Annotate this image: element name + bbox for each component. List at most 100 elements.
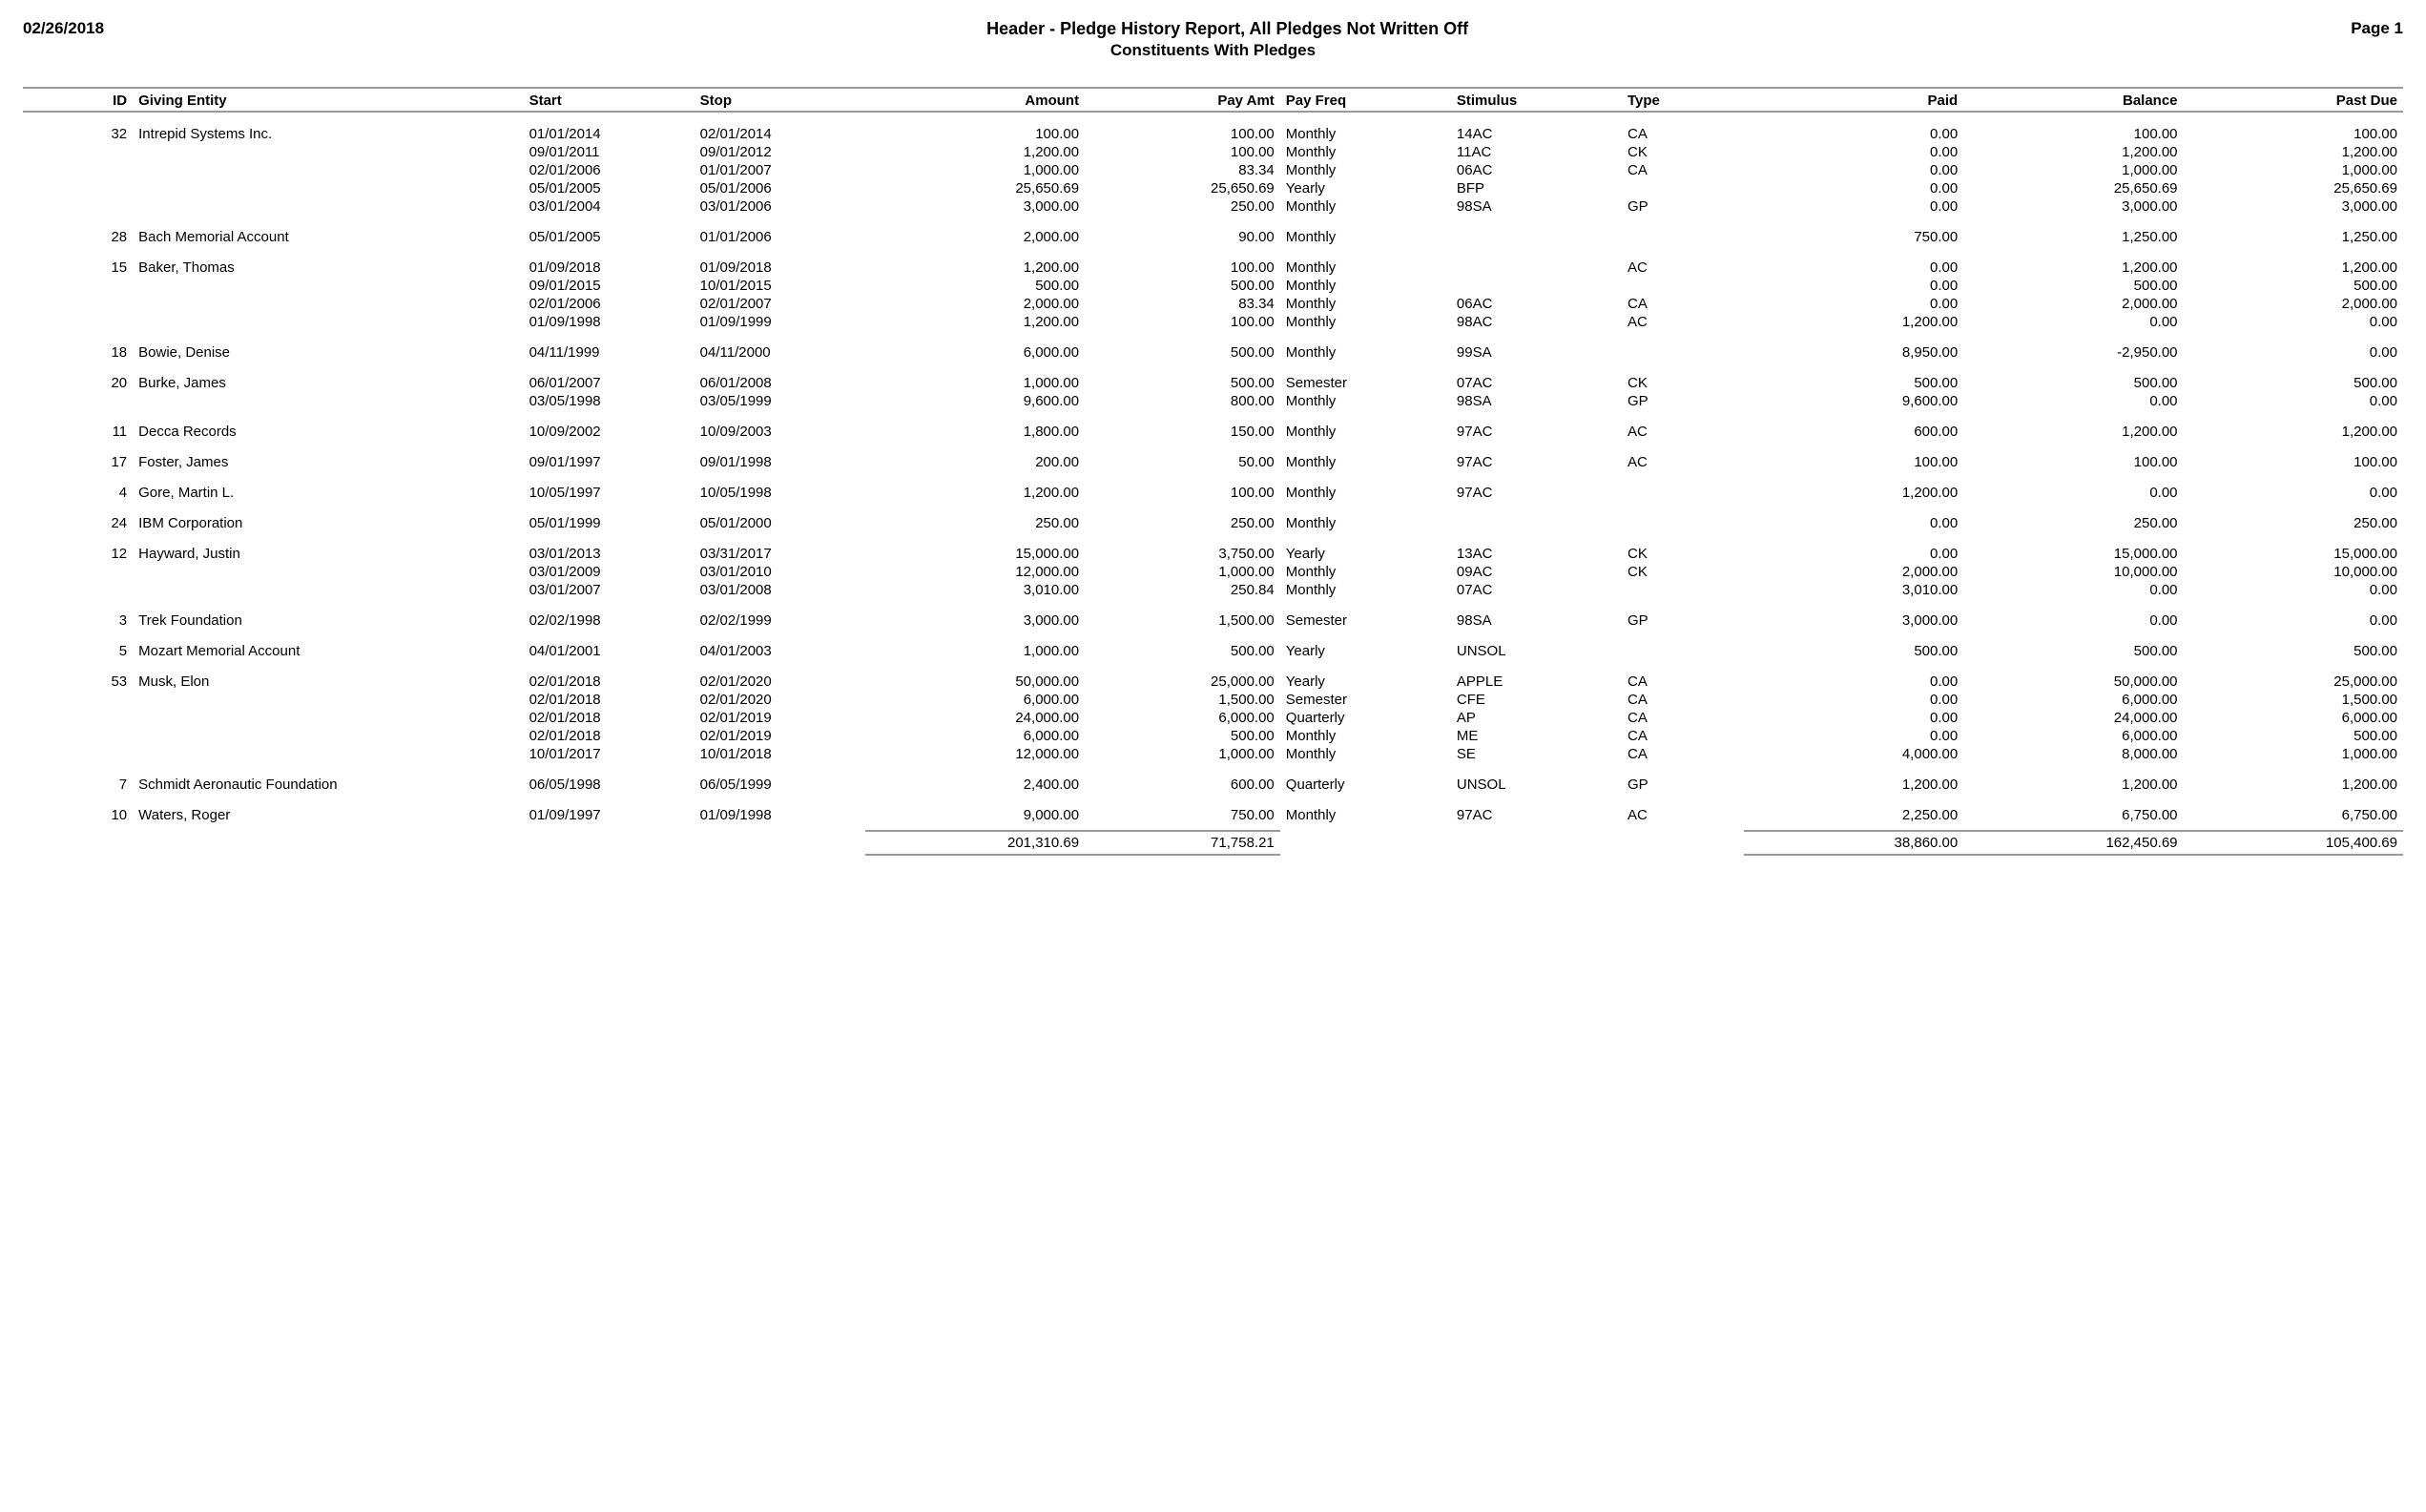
cell-past-due: 1,200.00 <box>2184 410 2403 441</box>
cell-past-due: 6,000.00 <box>2184 709 2403 727</box>
cell-id <box>23 581 133 599</box>
cell-entity <box>133 563 523 581</box>
cell-balance: 50,000.00 <box>1963 660 2183 691</box>
table-row: 15Baker, Thomas01/09/201801/09/20181,200… <box>23 246 2403 277</box>
cell-type: CA <box>1622 112 1744 143</box>
cell-pay-amt: 500.00 <box>1085 630 1280 660</box>
cell-stimulus <box>1451 246 1622 277</box>
cell-type: CA <box>1622 161 1744 179</box>
cell-pay-freq: Monthly <box>1280 410 1451 441</box>
cell-balance: 500.00 <box>1963 362 2183 392</box>
cell-start: 02/01/2018 <box>524 727 695 745</box>
cell-pay-amt: 83.34 <box>1085 295 1280 313</box>
table-row: 7Schmidt Aeronautic Foundation06/05/1998… <box>23 763 2403 794</box>
cell-start: 02/01/2018 <box>524 691 695 709</box>
table-header-row: ID Giving Entity Start Stop Amount Pay A… <box>23 88 2403 112</box>
cell-stop: 09/01/2012 <box>695 143 865 161</box>
cell-id <box>23 709 133 727</box>
cell-type <box>1622 831 1744 855</box>
cell-paid: 8,950.00 <box>1744 331 1963 362</box>
cell-stimulus: 11AC <box>1451 143 1622 161</box>
cell-amount: 12,000.00 <box>865 745 1085 763</box>
col-past-due: Past Due <box>2184 88 2403 112</box>
cell-type: AC <box>1622 313 1744 331</box>
cell-balance: 24,000.00 <box>1963 709 2183 727</box>
cell-stimulus: 97AC <box>1451 794 1622 824</box>
cell-start: 06/01/2007 <box>524 362 695 392</box>
cell-paid: 0.00 <box>1744 295 1963 313</box>
cell-id: 17 <box>23 441 133 471</box>
table-row: 03/01/200403/01/20063,000.00250.00Monthl… <box>23 197 2403 216</box>
cell-pay-freq: Monthly <box>1280 143 1451 161</box>
cell-past-due: 1,000.00 <box>2184 161 2403 179</box>
cell-start: 09/01/2011 <box>524 143 695 161</box>
cell-balance: 8,000.00 <box>1963 745 2183 763</box>
cell-id: 4 <box>23 471 133 502</box>
cell-type: CA <box>1622 660 1744 691</box>
cell-stop: 01/09/2018 <box>695 246 865 277</box>
cell-stop: 05/01/2006 <box>695 179 865 197</box>
cell-paid: 0.00 <box>1744 277 1963 295</box>
cell-paid: 100.00 <box>1744 441 1963 471</box>
cell-pay-amt: 250.00 <box>1085 502 1280 532</box>
cell-type: CA <box>1622 727 1744 745</box>
cell-entity: Decca Records <box>133 410 523 441</box>
cell-balance: 6,000.00 <box>1963 727 2183 745</box>
total-past-due: 105,400.69 <box>2184 831 2403 855</box>
cell-past-due: 6,750.00 <box>2184 794 2403 824</box>
cell-balance: 500.00 <box>1963 277 2183 295</box>
cell-start: 02/01/2006 <box>524 295 695 313</box>
cell-pay-amt: 25,650.69 <box>1085 179 1280 197</box>
cell-past-due: 1,500.00 <box>2184 691 2403 709</box>
report-page: Page 1 <box>2351 19 2403 38</box>
cell-type <box>1622 502 1744 532</box>
cell-pay-freq: Yearly <box>1280 660 1451 691</box>
cell-id: 32 <box>23 112 133 143</box>
cell-pay-amt: 800.00 <box>1085 392 1280 410</box>
cell-paid: 1,200.00 <box>1744 471 1963 502</box>
cell-id: 5 <box>23 630 133 660</box>
cell-id <box>23 143 133 161</box>
cell-entity <box>133 277 523 295</box>
cell-past-due: 100.00 <box>2184 441 2403 471</box>
cell-pay-amt: 3,750.00 <box>1085 532 1280 563</box>
cell-paid: 0.00 <box>1744 532 1963 563</box>
cell-paid: 0.00 <box>1744 691 1963 709</box>
cell-pay-amt: 1,500.00 <box>1085 599 1280 630</box>
cell-past-due: 0.00 <box>2184 313 2403 331</box>
cell-start: 05/01/2005 <box>524 179 695 197</box>
cell-pay-amt: 25,000.00 <box>1085 660 1280 691</box>
cell-balance: 1,200.00 <box>1963 246 2183 277</box>
cell-id <box>23 392 133 410</box>
report-header: 02/26/2018 Header - Pledge History Repor… <box>23 19 2403 39</box>
cell-id: 53 <box>23 660 133 691</box>
cell-type: CK <box>1622 143 1744 161</box>
cell-stimulus <box>1451 502 1622 532</box>
cell-paid: 0.00 <box>1744 502 1963 532</box>
cell-entity <box>133 581 523 599</box>
cell-pay-freq: Quarterly <box>1280 709 1451 727</box>
cell-type <box>1622 216 1744 246</box>
cell-balance: 3,000.00 <box>1963 197 2183 216</box>
cell-id <box>23 563 133 581</box>
cell-paid: 1,200.00 <box>1744 313 1963 331</box>
cell-pay-freq: Monthly <box>1280 197 1451 216</box>
cell-pay-amt: 1,000.00 <box>1085 745 1280 763</box>
table-row: 18Bowie, Denise04/11/199904/11/20006,000… <box>23 331 2403 362</box>
cell-amount: 3,000.00 <box>865 197 1085 216</box>
cell-amount: 1,000.00 <box>865 630 1085 660</box>
table-row: 02/01/201802/01/20206,000.001,500.00Seme… <box>23 691 2403 709</box>
cell-stimulus: 98SA <box>1451 392 1622 410</box>
cell-type: CA <box>1622 745 1744 763</box>
cell-id: 11 <box>23 410 133 441</box>
cell-past-due: 1,200.00 <box>2184 246 2403 277</box>
col-amount: Amount <box>865 88 1085 112</box>
cell-start: 03/01/2013 <box>524 532 695 563</box>
table-row: 05/01/200505/01/200625,650.6925,650.69Ye… <box>23 179 2403 197</box>
col-id: ID <box>23 88 133 112</box>
report-subtitle: Constituents With Pledges <box>23 41 2403 60</box>
cell-pay-freq: Semester <box>1280 599 1451 630</box>
cell-type: GP <box>1622 763 1744 794</box>
cell-amount: 3,000.00 <box>865 599 1085 630</box>
cell-id <box>23 161 133 179</box>
